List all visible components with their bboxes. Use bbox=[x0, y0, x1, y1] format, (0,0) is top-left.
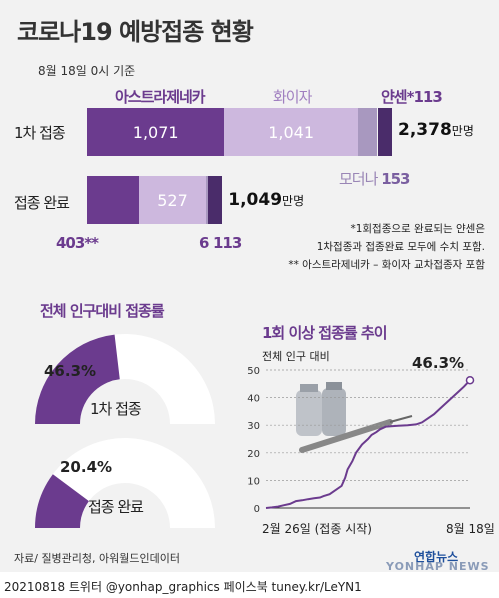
source-note: 자료/ 질병관리청, 아워월드인데이터 bbox=[14, 552, 180, 565]
legend-moderna-name: 모더나 bbox=[339, 170, 378, 188]
legend-astrazeneca: 아스트라제네카 bbox=[115, 88, 206, 106]
trend-ylabel: 전체 인구 대비 bbox=[262, 350, 330, 363]
legend-janssen-name: 얀센* bbox=[381, 88, 414, 106]
trend-axis: 0 10 20 30 40 50 bbox=[247, 366, 470, 515]
trend-end-point bbox=[465, 375, 475, 385]
vial-icon bbox=[296, 390, 322, 436]
bar-value-label: 1,041 bbox=[268, 122, 315, 142]
legend-janssen: 얀센*113 bbox=[381, 86, 443, 107]
total-complete: 1,049만명 bbox=[228, 190, 304, 210]
trend-ytick-label: 10 bbox=[247, 476, 260, 487]
trend-x-end-label: 8월 18일 bbox=[446, 522, 495, 536]
gauge-pct-first: 46.3% bbox=[44, 362, 97, 380]
footnote-line: 1차접종과 접종완료 모두에 수치 포함. bbox=[316, 241, 485, 253]
gauge-fill-first bbox=[35, 334, 120, 424]
reference-date: 8월 18일 0시 기준 bbox=[38, 64, 136, 78]
footer-band bbox=[0, 572, 499, 598]
total-unit: 만명 bbox=[451, 124, 474, 138]
trend-line bbox=[265, 379, 471, 509]
trend-ytick-label: 50 bbox=[247, 366, 260, 377]
bar-segment-astrazeneca-complete bbox=[87, 176, 139, 224]
bar-segment-moderna-first bbox=[357, 108, 378, 156]
logo-main: 연합뉴스 bbox=[414, 550, 459, 564]
bar-segment-pfizer-complete: 527 bbox=[138, 176, 207, 224]
row-label-first-dose: 1차 접종 bbox=[14, 124, 66, 142]
vial-cap-icon bbox=[300, 384, 318, 392]
footnote-line: *1회접종으로 완료되는 얀센은 bbox=[350, 223, 485, 235]
trend-end-label: 46.3% bbox=[412, 354, 465, 373]
legend-moderna: 모더나 153 bbox=[339, 168, 411, 189]
syringe-needle-icon bbox=[389, 415, 413, 423]
footnote-line: ** 아스트라제네카 – 화이자 교차접종자 포함 bbox=[288, 259, 485, 271]
vial-cap-icon bbox=[326, 382, 342, 390]
trend-title: 1회 이상 접종률 추이 bbox=[262, 324, 388, 342]
trend-ytick-label: 0 bbox=[254, 504, 260, 515]
bar-complete: 527 bbox=[87, 176, 392, 224]
logo-watermark: YONHAP NEWS bbox=[386, 560, 490, 573]
bar-segment-astrazeneca-first: 1,071 bbox=[87, 108, 225, 156]
footnotes: *1회접종으로 완료되는 얀센은 1차접종과 접종완료 모두에 수치 포함. *… bbox=[288, 220, 485, 274]
legend-pfizer: 화이자 bbox=[273, 88, 312, 106]
gauge-section-title: 전체 인구대비 접종률 bbox=[40, 302, 165, 320]
bar-value-label: 1,071 bbox=[132, 122, 179, 142]
row-label-complete: 접종 완료 bbox=[14, 194, 70, 212]
moderna-complete-value: 6 bbox=[199, 234, 209, 252]
janssen-first-value: 113 bbox=[413, 88, 442, 106]
total-value: 2,378 bbox=[398, 120, 452, 140]
trend-chart: 0 10 20 30 40 50 bbox=[247, 366, 475, 515]
bar-value-label: 527 bbox=[157, 190, 188, 210]
vial-icon bbox=[322, 388, 346, 436]
janssen-complete-value: 113 bbox=[213, 234, 242, 252]
gauge-label-first: 1차 접종 bbox=[90, 400, 142, 418]
syringe-icon bbox=[299, 419, 393, 453]
yonhap-logo: 연합뉴스 YONHAP NEWS bbox=[386, 548, 496, 573]
gauge-charts bbox=[35, 334, 215, 528]
astrazeneca-complete-value: 403** bbox=[56, 234, 99, 252]
trend-ytick-label: 20 bbox=[247, 449, 260, 460]
total-unit: 만명 bbox=[282, 194, 305, 208]
total-first-dose: 2,378만명 bbox=[398, 120, 474, 140]
gauge-label-complete: 접종 완료 bbox=[88, 498, 144, 516]
moderna-first-value: 153 bbox=[381, 170, 410, 188]
total-value: 1,049 bbox=[228, 190, 283, 210]
trend-x-start-label: 2월 26일 (접종 시작) bbox=[262, 522, 372, 536]
bar-segment-janssen-first bbox=[377, 108, 392, 156]
trend-ytick-label: 40 bbox=[247, 394, 260, 405]
bar-segment-janssen-complete bbox=[207, 176, 223, 224]
trend-ytick-label: 30 bbox=[247, 421, 260, 432]
vaccine-illustration bbox=[296, 382, 413, 453]
gauge-pct-complete: 20.4% bbox=[60, 458, 113, 476]
bar-segment-moderna-complete bbox=[206, 176, 208, 224]
bar-first-dose: 1,071 1,041 bbox=[87, 108, 392, 156]
bar-segment-pfizer-first: 1,041 bbox=[224, 108, 358, 156]
page-title: 코로나19 예방접종 현황 bbox=[17, 18, 254, 46]
footer-credit: 20210818 트위터 @yonhap_graphics 페이스북 tuney… bbox=[4, 580, 362, 594]
gauge-fill-complete bbox=[35, 474, 89, 528]
